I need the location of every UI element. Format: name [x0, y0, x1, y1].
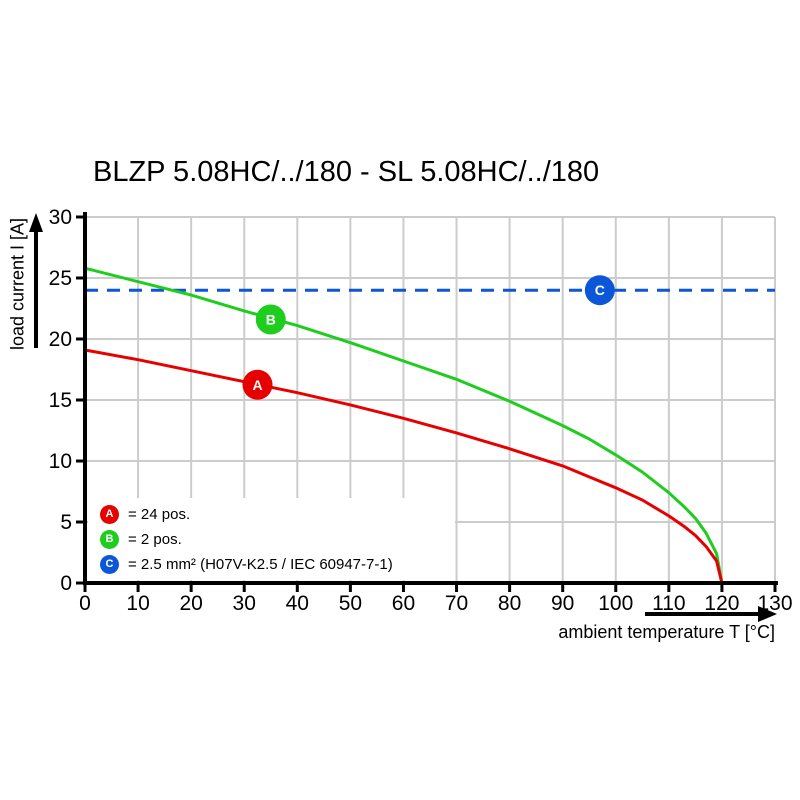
legend-marker-c-icon: C	[100, 555, 119, 574]
legend-label-c: = 2.5 mm² (H07V-K2.5 / IEC 60947-7-1)	[128, 556, 393, 573]
y-tick-label: 10	[49, 450, 72, 473]
x-tick-label: 10	[126, 592, 149, 615]
x-tick-label: 0	[79, 592, 91, 615]
x-tick-label: 30	[233, 592, 256, 615]
curve-marker-letter-a: A	[252, 377, 262, 393]
y-tick-label: 5	[60, 511, 72, 534]
y-tick-label: 15	[49, 389, 72, 412]
series-b-curve	[84, 266, 724, 584]
x-tick-label: 130	[757, 592, 792, 615]
x-tick-label: 120	[704, 592, 739, 615]
curve-marker-letter-b: B	[266, 311, 276, 327]
x-axis-label: ambient temperature T [°C]	[558, 622, 775, 642]
y-axis-arrowhead-icon	[29, 213, 43, 232]
legend-item-c: C = 2.5 mm² (H07V-K2.5 / IEC 60947-7-1)	[100, 555, 455, 574]
y-tick-label: 25	[49, 267, 72, 290]
legend-item-b: B = 2 pos.	[100, 530, 455, 549]
legend-label-b: = 2 pos.	[128, 531, 182, 548]
x-tick-label: 110	[652, 592, 685, 615]
y-axis-label: load current I [A]	[7, 217, 28, 351]
x-tick-label: 40	[286, 592, 309, 615]
x-tick-label: 80	[498, 592, 521, 615]
curve-marker-b	[255, 304, 286, 335]
x-tick-label: 70	[445, 592, 468, 615]
legend-marker-a-icon: A	[100, 505, 119, 524]
y-tick-label: 0	[60, 572, 72, 595]
y-tick-label: 30	[49, 206, 72, 229]
curve-marker-a	[242, 369, 273, 400]
x-tick-label: 20	[179, 592, 202, 615]
y-tick-label: 20	[49, 328, 72, 351]
x-tick-label: 90	[551, 592, 574, 615]
x-tick-label: 50	[339, 592, 362, 615]
legend-label-a: = 24 pos.	[128, 506, 191, 523]
chart-legend: A = 24 pos. B = 2 pos. C = 2.5 mm² (H07V…	[88, 498, 455, 580]
legend-marker-b-icon: B	[100, 530, 119, 549]
chart-title: BLZP 5.08HC/../180 - SL 5.08HC/../180	[93, 156, 600, 188]
x-axis-arrowhead-icon	[758, 606, 777, 622]
curve-marker-c	[584, 275, 615, 306]
curve-marker-letter-c: C	[595, 282, 605, 298]
legend-item-a: A = 24 pos.	[100, 505, 455, 524]
x-tick-label: 60	[392, 592, 415, 615]
x-tick-label: 100	[598, 592, 633, 615]
